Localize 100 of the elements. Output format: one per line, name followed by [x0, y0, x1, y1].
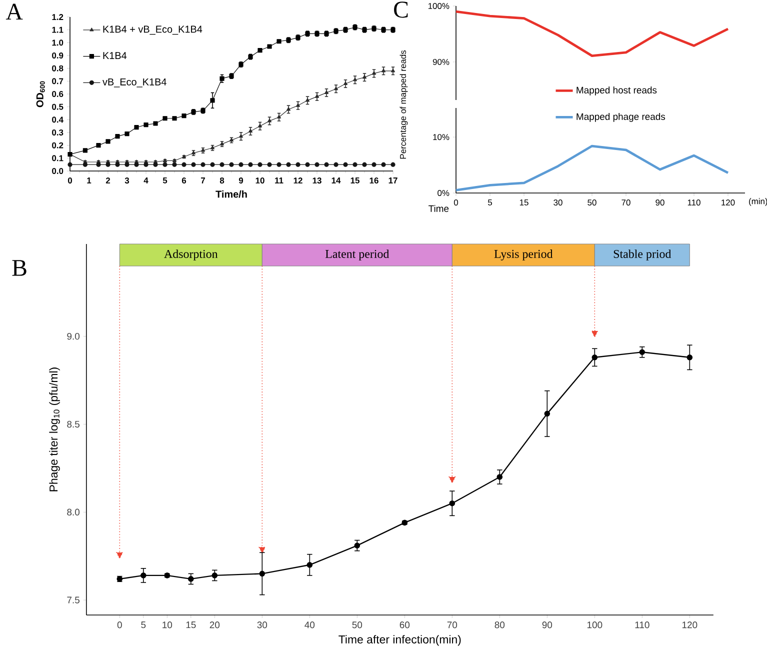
y-tick-label: 100%	[428, 3, 450, 9]
point	[248, 162, 253, 167]
y-tick-label: 0.6	[52, 91, 64, 97]
point	[259, 570, 266, 577]
point	[191, 162, 196, 167]
point	[140, 572, 146, 578]
x-tick-label: 0	[454, 200, 458, 206]
x-tick-label: 90	[542, 622, 552, 628]
point	[153, 162, 158, 167]
chart-title: A	[6, 4, 23, 20]
point	[212, 572, 218, 578]
x-tick-label: 50	[588, 200, 596, 206]
x-tick-label: 0	[117, 622, 122, 628]
line-series	[454, 144, 730, 192]
point	[229, 162, 234, 167]
y-axis-title: Percentage of mapped reads	[400, 50, 408, 159]
x-tick-label: 5	[488, 200, 492, 206]
point	[96, 162, 101, 167]
x-tick-label: 30	[554, 200, 562, 206]
x-tick-label: 60	[400, 622, 410, 628]
point	[258, 162, 262, 167]
y-tick-label: 8.0	[67, 508, 80, 516]
x-tick-label: 4	[144, 178, 148, 184]
y-tick-label: 0.1	[52, 155, 64, 162]
point	[220, 162, 224, 167]
y-axis-title: OD$_{600}$	[36, 81, 45, 108]
x-tick-label: 3	[124, 178, 130, 184]
y-tick-label: 0.7	[52, 78, 64, 84]
legend-label: Mapped host reads	[576, 86, 657, 96]
point	[305, 162, 310, 167]
legend-label: K1B4	[103, 52, 127, 59]
point	[390, 162, 396, 167]
y-tick-label: 1.1	[52, 26, 64, 33]
x-tick-label: 50	[352, 622, 362, 628]
legend-label: K1B4 + vB_Eco_K1B4	[103, 26, 202, 35]
point	[276, 162, 282, 167]
point	[182, 162, 186, 167]
x-tick-label: 14	[332, 178, 341, 184]
x-axis-title: Time/h	[216, 190, 247, 198]
point	[372, 162, 376, 167]
point	[106, 162, 110, 167]
y-axis-title: Phage titer log$_{10}$ (pfu/ml)	[49, 368, 60, 492]
x-tick-label: 110	[688, 200, 700, 206]
x-tick-label: 70	[622, 200, 630, 206]
point	[188, 576, 194, 582]
y-tick-label: 9.0	[67, 332, 80, 340]
point	[362, 162, 367, 167]
point	[82, 162, 88, 167]
point	[124, 162, 130, 167]
y-tick-label: 0.5	[52, 104, 64, 110]
text: B	[12, 260, 26, 276]
x-axis-title: Time after infection(min)	[338, 635, 461, 646]
x-tick-label: 6	[182, 178, 186, 184]
x-tick-label: 2	[106, 178, 110, 184]
y-tick-label: 1.2	[52, 14, 64, 20]
y-tick-label: 8.5	[67, 420, 80, 428]
y-tick-label: 0.3	[52, 129, 64, 136]
x-tick-label: 11	[275, 178, 284, 184]
x-tick-label: 16	[370, 178, 378, 184]
point	[134, 162, 139, 167]
y-tick-label: 90%	[432, 58, 450, 65]
point	[238, 162, 244, 167]
y-tick-label: 0.4	[52, 116, 64, 123]
point	[324, 162, 329, 167]
y-tick-label: 0%	[438, 190, 450, 196]
x-tick-label: 110	[635, 622, 650, 628]
x-tick-label: 120	[682, 622, 698, 628]
x-tick-label: 13	[312, 178, 322, 184]
band-label: Latent period	[325, 250, 390, 260]
point	[334, 162, 338, 167]
x-tick-label: 20	[210, 622, 220, 628]
x-tick-label: 10	[162, 622, 172, 628]
y-tick-label: 0.8	[52, 65, 64, 72]
x-tick-label: 0	[68, 178, 72, 184]
point	[144, 162, 148, 167]
x-tick-label: 9	[238, 178, 244, 184]
chart-title: C	[394, 2, 408, 18]
point	[686, 354, 693, 360]
x-tick-label: 30	[257, 622, 268, 628]
y-tick-label: 1.0	[52, 40, 64, 46]
point	[449, 500, 456, 506]
point	[314, 162, 320, 167]
point	[172, 162, 177, 167]
point	[210, 162, 215, 167]
x-tick-label: 5	[141, 622, 146, 628]
x-tick-label: 5	[162, 178, 168, 184]
legend-label: Mapped phage reads	[576, 113, 666, 122]
x-tick-label: 80	[494, 622, 505, 628]
point	[354, 542, 360, 548]
x-tick-label: 10	[256, 178, 264, 184]
x-tick-label: 7	[201, 178, 205, 184]
x-tick-label: 40	[304, 622, 315, 628]
point	[162, 162, 168, 167]
x-tick-label: 90	[656, 200, 664, 206]
point	[267, 162, 272, 167]
point	[115, 162, 120, 167]
point	[286, 162, 291, 167]
point	[343, 162, 348, 167]
band-label: Adsorption	[164, 250, 218, 260]
y-tick-label: 0.0	[52, 168, 64, 174]
